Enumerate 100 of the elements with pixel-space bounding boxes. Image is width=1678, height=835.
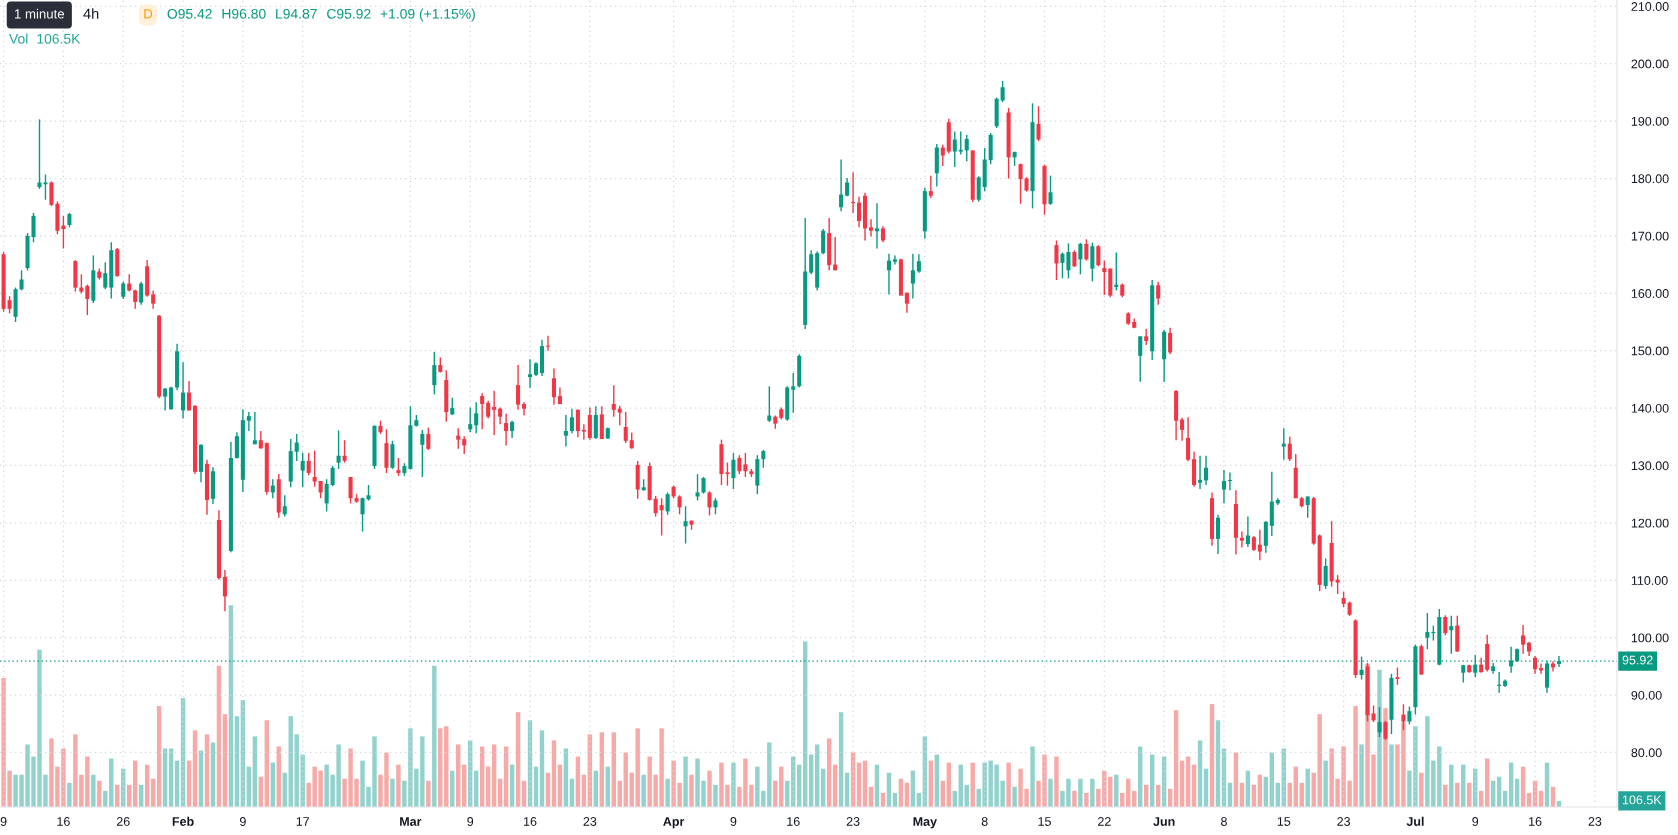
x-tick-label: 23 bbox=[1337, 817, 1351, 826]
x-tick-label: 8 bbox=[981, 817, 988, 826]
bar bbox=[665, 778, 670, 807]
bar bbox=[1090, 778, 1095, 807]
candlestick bbox=[79, 273, 84, 294]
bar bbox=[1084, 792, 1089, 807]
candlestick bbox=[886, 252, 891, 296]
y-tick-label: 170.00 bbox=[1631, 231, 1669, 241]
candlestick bbox=[85, 283, 90, 316]
y-tick-label: 210.00 bbox=[1631, 2, 1669, 11]
bar bbox=[1419, 772, 1424, 807]
candlestick bbox=[1473, 654, 1478, 678]
y-tick-label: 140.00 bbox=[1631, 403, 1669, 413]
candlestick bbox=[492, 390, 497, 436]
bar bbox=[91, 774, 96, 807]
bar bbox=[1389, 744, 1394, 807]
candlestick bbox=[1054, 239, 1059, 281]
candlestick bbox=[545, 335, 551, 352]
candlestick bbox=[725, 461, 730, 487]
y-tick-label: 150.00 bbox=[1631, 346, 1669, 356]
candlestick bbox=[1227, 471, 1232, 491]
candlestick bbox=[791, 372, 796, 414]
bar bbox=[683, 756, 688, 807]
candlestick bbox=[1168, 327, 1173, 355]
x-tick-label: 15 bbox=[1277, 817, 1291, 826]
candlestick bbox=[336, 429, 341, 470]
candlestick bbox=[300, 452, 305, 488]
ref-line-label: 95.92 bbox=[1622, 655, 1653, 665]
candlestick bbox=[103, 261, 108, 290]
candlestick bbox=[390, 440, 395, 470]
candlestick bbox=[695, 473, 700, 502]
annotation: O95.42 bbox=[167, 8, 212, 19]
candlestick bbox=[1257, 529, 1262, 561]
candlestick bbox=[892, 254, 897, 266]
bar bbox=[1072, 790, 1077, 807]
candlestick bbox=[1036, 105, 1041, 142]
candlestick bbox=[928, 174, 933, 199]
candlestick bbox=[1096, 244, 1101, 268]
candlestick bbox=[563, 414, 568, 448]
candlestick bbox=[868, 218, 874, 238]
candlestick bbox=[1180, 417, 1185, 442]
candlestick bbox=[743, 452, 748, 478]
candlestick bbox=[683, 505, 688, 545]
bar bbox=[1006, 762, 1011, 807]
bar bbox=[1054, 756, 1059, 807]
candlestick bbox=[1156, 281, 1161, 306]
candlestick bbox=[1102, 259, 1107, 296]
candlestick bbox=[976, 175, 981, 203]
annotation: D bbox=[144, 9, 153, 19]
candlestick bbox=[480, 392, 485, 431]
candlestick bbox=[737, 454, 742, 475]
bar bbox=[689, 774, 694, 807]
candlestick bbox=[282, 494, 287, 518]
annotation: H96.80 bbox=[222, 8, 266, 19]
candlestick bbox=[1060, 251, 1065, 280]
candlestick bbox=[1521, 624, 1526, 655]
candlestick bbox=[516, 364, 521, 411]
candlestick bbox=[348, 476, 353, 505]
x-tick-label: Jul bbox=[1406, 816, 1424, 826]
candlestick bbox=[874, 202, 880, 250]
candlestick bbox=[1138, 335, 1143, 383]
candlestick bbox=[181, 361, 186, 420]
candlestick bbox=[940, 143, 945, 167]
bar bbox=[1030, 746, 1035, 807]
y-tick-label: 130.00 bbox=[1631, 461, 1669, 471]
bar bbox=[432, 665, 437, 807]
bar bbox=[970, 762, 975, 807]
candlestick bbox=[306, 452, 311, 476]
candlestick bbox=[330, 465, 335, 487]
x-tick-label: Apr bbox=[663, 817, 685, 829]
candlestick bbox=[569, 407, 574, 435]
x-tick-label: 23 bbox=[583, 817, 597, 826]
candlestick bbox=[1198, 455, 1203, 490]
x-tick-label: May bbox=[913, 817, 937, 829]
x-tick-label: 15 bbox=[1038, 817, 1051, 826]
candlestick bbox=[1018, 162, 1023, 205]
candlestick bbox=[767, 385, 772, 423]
candlestick bbox=[1281, 427, 1286, 461]
candlestick bbox=[587, 406, 592, 441]
x-tick-label: 9 bbox=[0, 817, 7, 826]
y-tick-label: 120.00 bbox=[1631, 518, 1669, 528]
bar bbox=[1323, 760, 1328, 807]
bar bbox=[1078, 778, 1083, 807]
x-tick-label: 16 bbox=[524, 817, 537, 826]
candlestick bbox=[432, 351, 437, 396]
x-tick-label: 9 bbox=[239, 817, 246, 826]
candlestick bbox=[839, 158, 844, 212]
x-tick-label: Mar bbox=[400, 817, 422, 826]
candlestick bbox=[139, 281, 144, 306]
candlestick bbox=[665, 491, 670, 516]
candlestick bbox=[1066, 242, 1071, 280]
candlestick bbox=[420, 429, 425, 478]
x-tick-label: 16 bbox=[1529, 817, 1542, 826]
bar bbox=[731, 762, 736, 807]
candlestick bbox=[964, 134, 969, 162]
candlestick bbox=[809, 249, 814, 276]
y-tick-label: 110.00 bbox=[1631, 576, 1668, 585]
candlestick bbox=[958, 130, 963, 156]
x-tick-label: 17 bbox=[296, 817, 310, 826]
candlestick bbox=[623, 411, 628, 444]
